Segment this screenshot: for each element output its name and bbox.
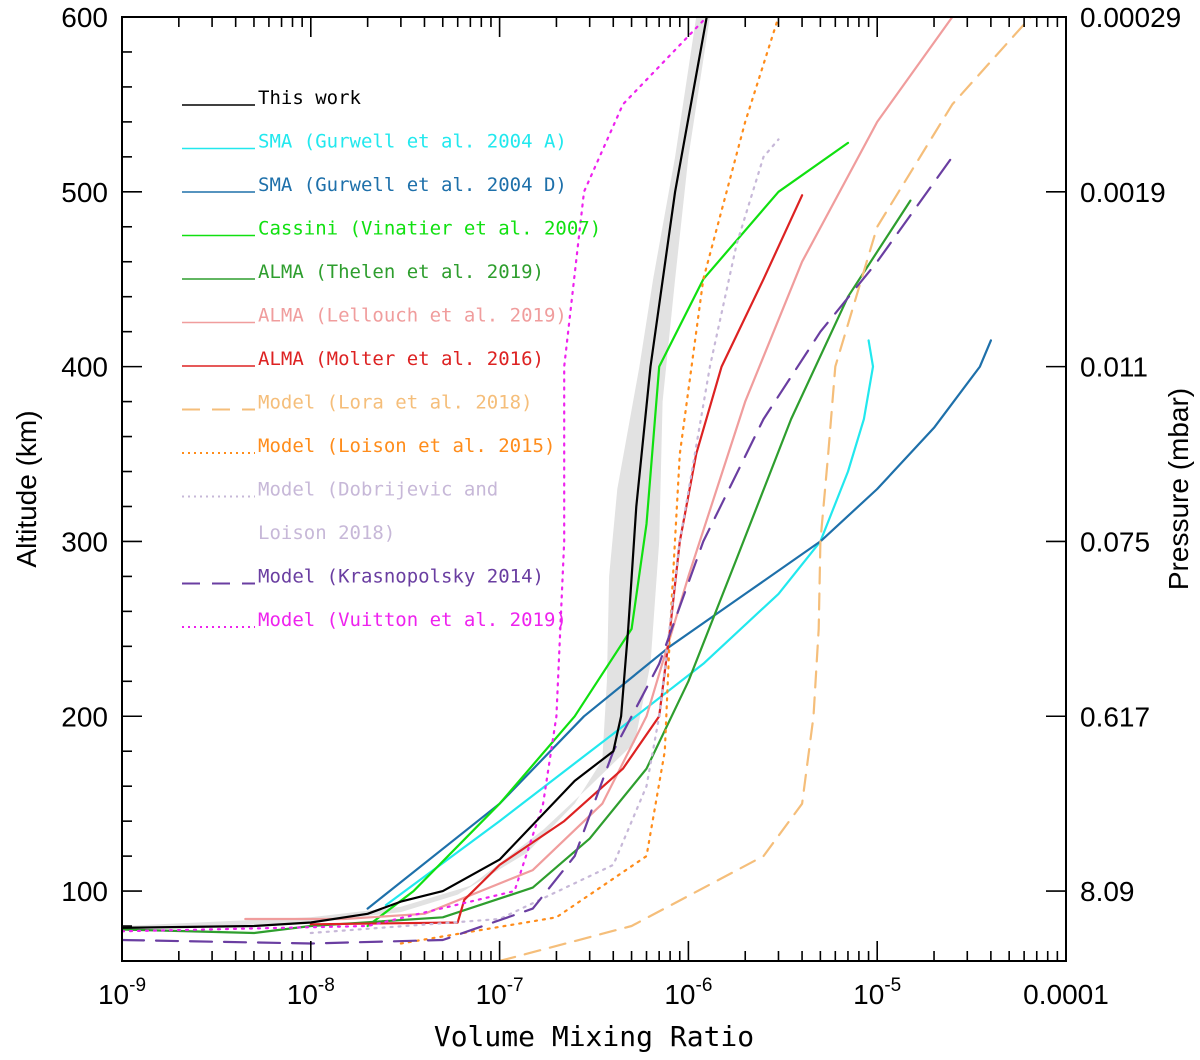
uncertainty-band — [122, 17, 710, 930]
series-line-alma-lellouch — [244, 17, 954, 921]
y-tick-label: 200 — [61, 701, 108, 732]
legend-label: Model (Krasnopolsky 2014) — [258, 566, 544, 588]
legend-label: This work — [258, 87, 362, 109]
y2-tick-label: 0.617 — [1080, 701, 1150, 732]
uncertainty-band-layer — [122, 17, 710, 930]
y2-tick-label: 0.00029 — [1080, 2, 1181, 33]
y2-tick-label: 0.075 — [1080, 526, 1150, 557]
x-tick-label: 10-7 — [476, 975, 524, 1010]
legend-label: Cassini (Vinatier et al. 2007) — [258, 218, 601, 240]
legend-label: ALMA (Lellouch et al. 2019) — [258, 305, 567, 327]
y-tick-label: 500 — [61, 177, 108, 208]
legend-label: Model (Lora et al. 2018) — [258, 392, 533, 414]
y2-tick-label: 8.09 — [1080, 876, 1135, 907]
y2-tick-label: 0.011 — [1080, 352, 1148, 383]
legend-label: ALMA (Thelen et al. 2019) — [258, 261, 544, 283]
series-line-model-dobrijevic — [309, 138, 780, 935]
series-line-model-lora — [498, 17, 1032, 961]
tick-layer — [121, 16, 1066, 962]
series-line-this-work — [122, 17, 708, 929]
x-axis-title: Volume Mixing Ratio — [434, 1020, 754, 1053]
legend: This work SMA (Gurwell et al. 2004 A) SMA … — [182, 87, 601, 631]
y-tick-label: 100 — [61, 876, 108, 907]
legend-label: Model (Loison et al. 2015) — [258, 435, 555, 457]
y2-tick-label: 0.0019 — [1080, 177, 1166, 208]
legend-label: Model (Dobrijevic and — [258, 479, 498, 501]
series-line-sma-d — [366, 339, 992, 910]
y-tick-labels: 100 200 300 400 500 600 — [61, 2, 108, 907]
x-tick-label: 10-6 — [664, 975, 712, 1010]
x-tick-labels: 10-9 10-8 10-7 10-6 10-5 0.0001 — [98, 975, 1109, 1010]
legend-label: ALMA (Molter et al. 2016) — [258, 348, 544, 370]
y-axis-title: Altitude (km) — [11, 410, 42, 567]
series-line-model-vuitton — [122, 17, 708, 933]
legend-label: Model (Vuitton et al. 2019) — [258, 609, 567, 631]
series-layer — [122, 17, 1032, 961]
y2-tick-labels: 8.09 0.617 0.075 0.011 0.0019 0.00029 — [1080, 2, 1181, 907]
y-tick-label: 400 — [61, 352, 108, 383]
legend-label: SMA (Gurwell et al. 2004 A) — [258, 131, 567, 153]
x-tick-label: 0.0001 — [1023, 979, 1109, 1010]
x-tick-label: 10-9 — [98, 975, 146, 1010]
x-tick-label: 10-5 — [853, 975, 901, 1010]
legend-label: Loison 2018) — [258, 522, 395, 544]
y-tick-label: 600 — [61, 2, 108, 33]
series-line-sma-a — [384, 339, 875, 907]
plot-frame — [121, 16, 1067, 962]
series-line-cassini — [366, 141, 850, 928]
legend-label: SMA (Gurwell et al. 2004 D) — [258, 174, 567, 196]
y2-axis-title: Pressure (mbar) — [1163, 388, 1194, 590]
y-tick-label: 300 — [61, 526, 108, 557]
x-tick-label: 10-8 — [287, 975, 335, 1010]
series-line-alma-thelen — [122, 199, 912, 935]
